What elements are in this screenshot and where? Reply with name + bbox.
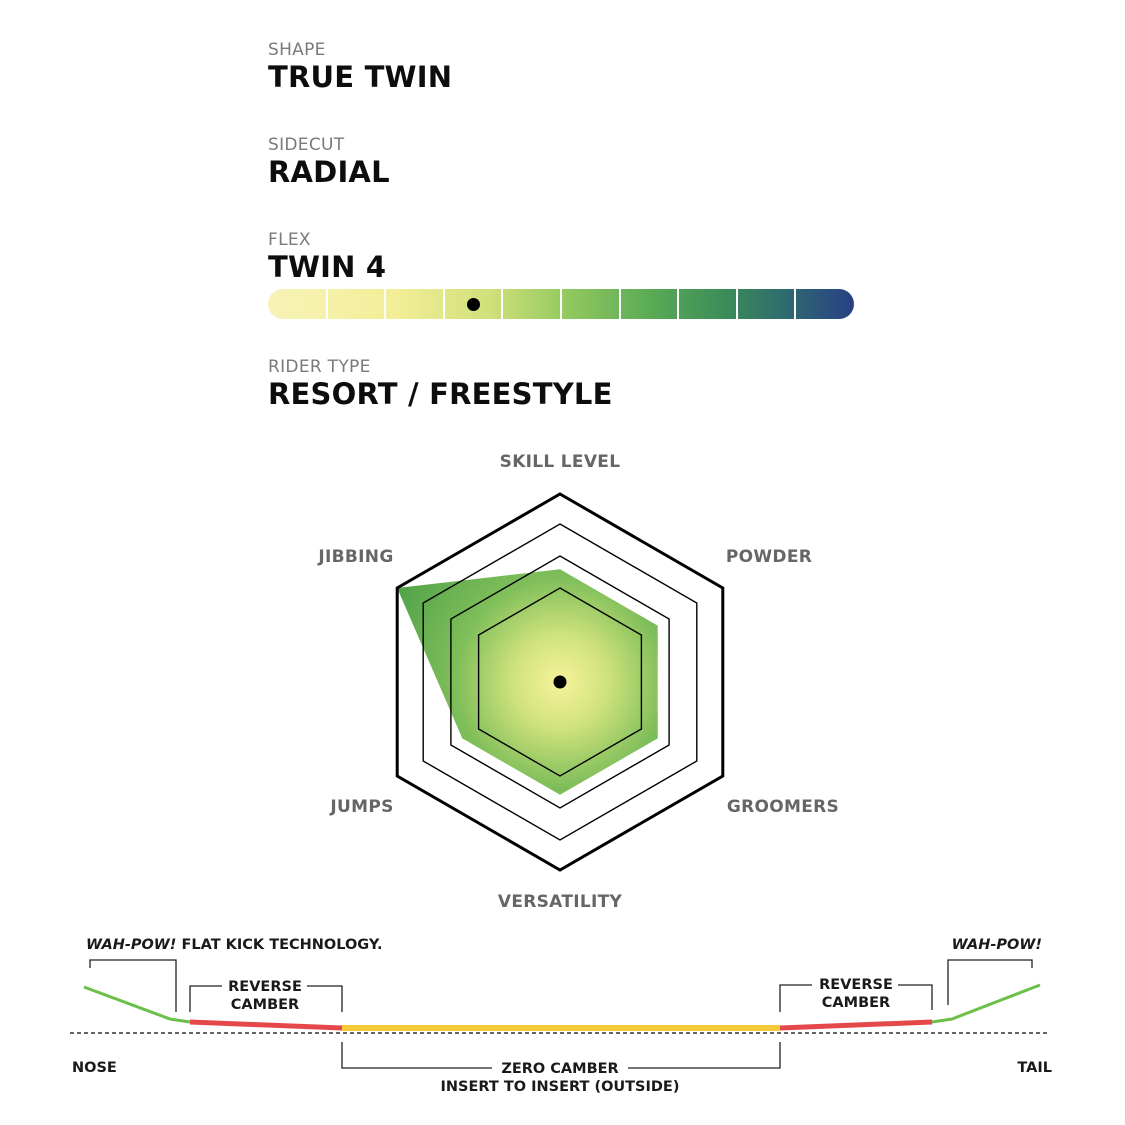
tail-kick-segment <box>931 983 1041 1024</box>
nose-reverse-camber-segment <box>189 1019 343 1031</box>
reverse-camber-left-line1: REVERSE <box>228 979 302 995</box>
axis-label-versatility: VERSATILITY <box>498 892 623 912</box>
flex-segment-divider <box>677 289 680 319</box>
axis-label-groomers: GROOMERS <box>727 797 839 817</box>
radar-ring-1 <box>477 587 643 777</box>
reverse-camber-right-bracket-end <box>898 984 933 1010</box>
flex-label: FLEX <box>268 230 311 250</box>
sidecut-value: RADIAL <box>268 155 390 189</box>
tail-reverse-camber-segment <box>779 1019 933 1031</box>
flex-rating-marker <box>466 298 480 311</box>
spec-shape: SHAPE TRUE TWIN <box>268 40 452 94</box>
radar-data-area <box>397 569 658 795</box>
axis-label-skill-level: SKILL LEVEL <box>500 452 621 472</box>
flex-segment-divider <box>442 289 445 319</box>
spec-rider-type: RIDER TYPE RESORT / FREESTYLE <box>268 357 613 411</box>
rider-type-value: RESORT / FREESTYLE <box>268 377 613 411</box>
nose-kick-segment <box>83 985 191 1024</box>
wahpow-left-label: WAH-POW! FLAT KICK TECHNOLOGY. <box>86 937 382 953</box>
flex-segment-divider <box>735 289 738 319</box>
radar-chart: SKILL LEVEL POWDER GROOMERS VERSATILITY … <box>317 452 839 912</box>
tail-label: TAIL <box>1017 1060 1052 1076</box>
flex-segment-divider <box>384 289 387 319</box>
reverse-camber-left-line2: CAMBER <box>231 997 299 1013</box>
radar-center-dot <box>553 675 567 689</box>
insert-to-insert-label: INSERT TO INSERT (OUTSIDE) <box>441 1079 680 1095</box>
rider-type-label: RIDER TYPE <box>268 357 371 377</box>
zero-camber-label: ZERO CAMBER <box>501 1061 618 1077</box>
flex-value: TWIN 4 <box>268 250 387 284</box>
reverse-camber-right-line2: CAMBER <box>822 995 890 1011</box>
wahpow-right-bracket <box>947 959 1033 1005</box>
axis-label-jibbing: JIBBING <box>317 547 393 567</box>
reverse-camber-right-line1: REVERSE <box>819 977 893 993</box>
wahpow-left-bracket <box>89 959 177 1012</box>
flex-segment-divider <box>618 289 621 319</box>
flex-segment-divider <box>325 289 328 319</box>
radar-ring-3 <box>422 523 698 841</box>
shape-label: SHAPE <box>268 40 326 60</box>
radar-ring-2 <box>450 555 670 809</box>
camber-profile-diagram: WAH-POW! FLAT KICK TECHNOLOGY. WAH-POW! … <box>70 937 1052 1095</box>
axis-label-powder: POWDER <box>726 547 812 567</box>
wahpow-right-label: WAH-POW! <box>952 937 1042 953</box>
flex-segment-divider <box>560 289 562 319</box>
flex-segment-divider <box>794 289 797 319</box>
shape-value: TRUE TWIN <box>268 60 453 94</box>
radar-ring-4 <box>395 492 725 872</box>
zero-camber-bracket-end <box>628 1042 781 1069</box>
zero-camber-bracket-start <box>341 1042 492 1069</box>
reverse-camber-right-bracket-start <box>779 984 812 1012</box>
spec-flex: FLEX TWIN 4 <box>268 230 386 284</box>
sidecut-label: SIDECUT <box>268 135 345 155</box>
flex-segment-divider <box>501 289 504 319</box>
spec-sidecut: SIDECUT RADIAL <box>268 135 390 189</box>
flex-scale-bar <box>268 289 854 319</box>
nose-label: NOSE <box>72 1060 117 1076</box>
reverse-camber-left-bracket-start <box>189 985 222 1012</box>
axis-label-jumps: JUMPS <box>329 797 393 817</box>
reverse-camber-left-bracket-end <box>307 985 343 1012</box>
radar-rings <box>395 492 725 872</box>
